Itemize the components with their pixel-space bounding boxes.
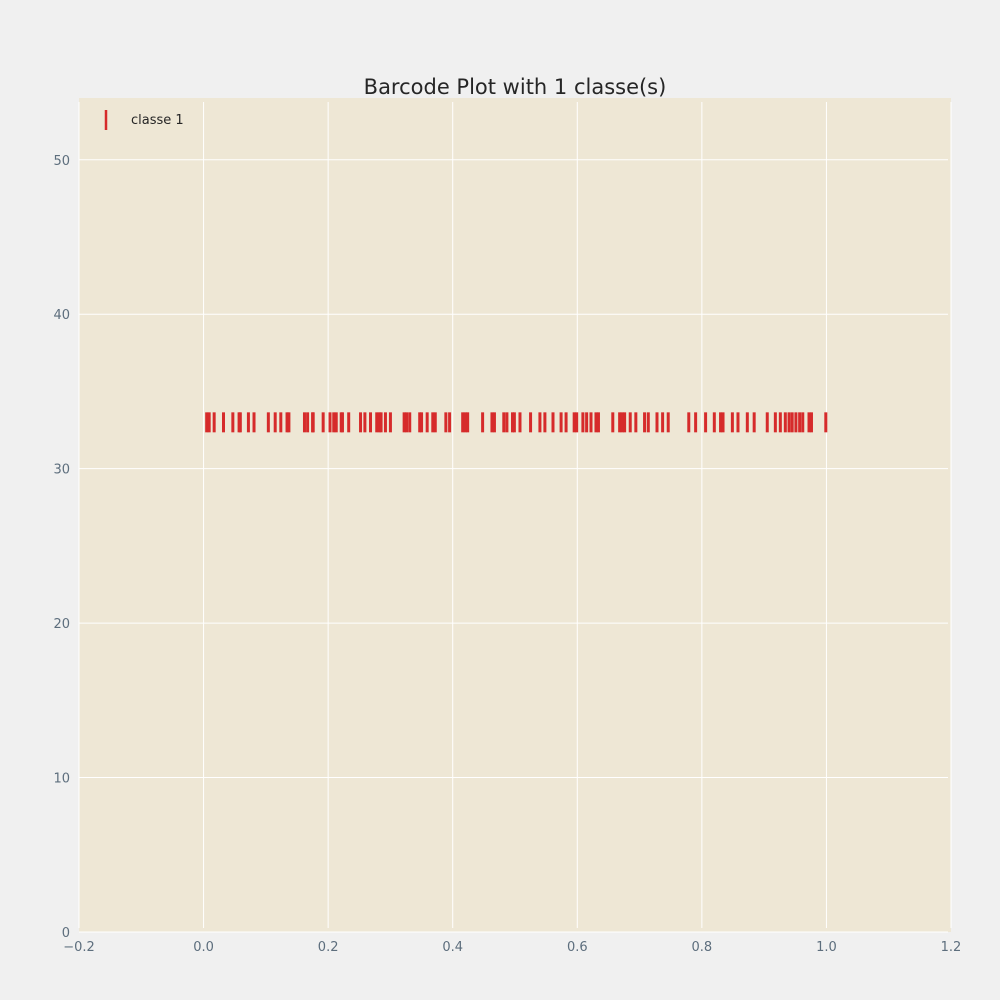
y-axis: 0 10 20 30 40 50: [53, 154, 70, 941]
x-tick-label: 0.8: [692, 940, 713, 955]
y-tick-label: 40: [53, 308, 70, 323]
x-tick-label: 1.0: [816, 940, 837, 955]
x-tick-label: 0.2: [318, 940, 339, 955]
y-tick-label: 10: [53, 772, 70, 787]
x-tick-label: 1.2: [941, 940, 962, 955]
grid-lines: [78, 102, 952, 933]
x-axis: −0.2 0.0 0.2 0.4 0.6 0.8 1.0 1.2: [63, 940, 961, 955]
series-classe-1: [205, 412, 828, 433]
chart-title: Barcode Plot with 1 classe(s): [364, 75, 667, 99]
x-tick-label: 0.4: [442, 940, 463, 955]
x-tick-label: −0.2: [63, 940, 95, 955]
x-tick-label: 0.0: [193, 940, 214, 955]
plot-area: [79, 98, 951, 932]
legend: classe 1: [104, 110, 184, 130]
x-tick-label: 0.6: [567, 940, 588, 955]
y-tick-label: 0: [62, 926, 70, 941]
y-tick-label: 20: [53, 617, 70, 632]
y-tick-label: 50: [53, 154, 70, 169]
legend-label: classe 1: [131, 113, 184, 128]
y-tick-label: 30: [53, 463, 70, 478]
